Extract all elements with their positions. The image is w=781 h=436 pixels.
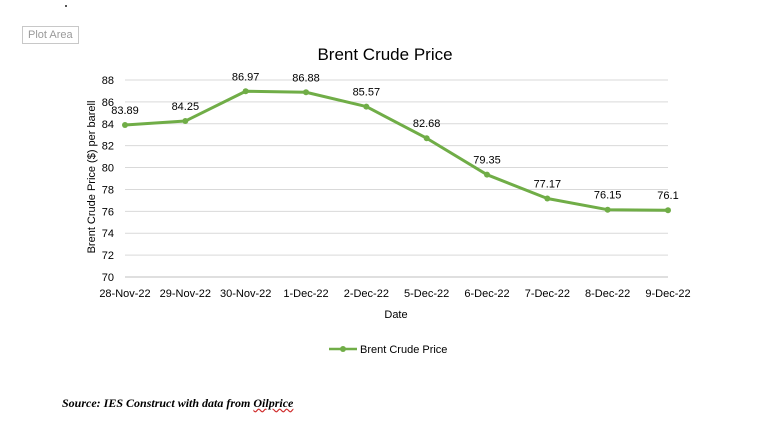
data-point [242,88,249,95]
x-tick-label: 7-Dec-22 [525,288,570,300]
y-tick-label: 74 [102,228,114,240]
y-tick-label: 72 [102,250,114,262]
data-label: 83.89 [111,105,139,117]
legend-marker [340,346,346,352]
data-labels: 83.89 84.25 86.97 86.88 85.57 82.68 79.35 77.17… [111,71,678,202]
plot-area-tag: Plot Area [22,26,79,44]
data-label: 85.57 [353,87,381,99]
x-tick-label: 1-Dec-22 [283,288,328,300]
y-tick-label: 70 [102,272,114,284]
series-layer [122,88,671,214]
data-label: 79.35 [473,155,501,167]
data-point [484,171,490,178]
series-line [124,89,669,212]
x-tick-label: 28-Nov-22 [99,288,150,300]
x-tick-label: 6-Dec-22 [464,288,509,300]
chart-title: Brent Crude Price [317,45,452,64]
x-axis-title: Date [384,309,407,321]
legend: Brent Crude Price [329,344,447,356]
y-tick-label: 88 [102,75,114,87]
y-tick-label: 76 [102,206,114,218]
data-label: 82.68 [413,118,441,130]
data-point [182,118,189,125]
x-tick-label: 30-Nov-22 [220,288,271,300]
data-point [303,89,309,96]
y-tick-label: 84 [102,119,114,131]
legend-label: Brent Crude Price [360,344,447,356]
data-point [122,121,128,128]
data-label: 84.25 [172,101,200,113]
y-tick-label: 78 [102,184,114,196]
y-axis-title: Brent Crude Price ($) per barell [86,101,98,254]
y-tick-label: 80 [102,163,114,175]
source-note: Source: IES Construct with data from Oil… [62,396,293,411]
x-tick-label: 2-Dec-22 [344,288,389,300]
axes: 70 72 74 76 78 80 82 84 86 88 28-Nov-22 29-Nov-22 30… [99,75,690,300]
x-tick-label: 5-Dec-22 [404,288,449,300]
data-point [544,195,551,202]
data-label: 76.1 [657,190,678,202]
y-tick-label: 86 [102,97,114,109]
data-label: 76.15 [594,190,622,202]
data-label: 86.97 [232,71,260,83]
x-tick-label: 9-Dec-22 [645,288,690,300]
x-tick-label: 8-Dec-22 [585,288,630,300]
y-tick-label: 82 [102,141,114,153]
source-link[interactable]: Oilprice [253,396,294,410]
x-tick-label: 29-Nov-22 [160,288,211,300]
source-prefix: Source: IES Construct with data from [62,396,254,410]
data-label: 77.17 [534,179,562,191]
data-point [665,207,671,214]
data-point [423,135,430,142]
data-label: 86.88 [292,72,320,84]
data-point [604,206,611,213]
corner-dot [65,5,67,7]
data-point [363,103,370,110]
